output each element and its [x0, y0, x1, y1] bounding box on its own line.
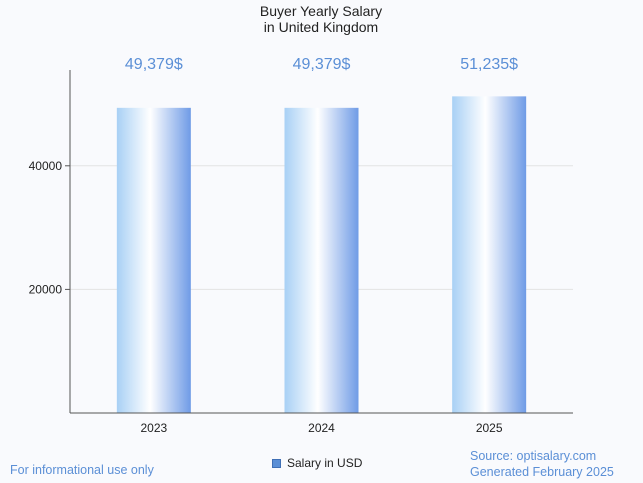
- y-tick-label: 20000: [29, 282, 63, 296]
- bar-2025[interactable]: [452, 96, 527, 414]
- x-tick-label-2023: 2023: [140, 421, 167, 435]
- data-label-2024: 49,379$: [293, 56, 351, 73]
- generated-text: Generated February 2025: [470, 465, 614, 479]
- chart-title-line2: in United Kingdom: [264, 19, 378, 35]
- x-tick-label-2025: 2025: [476, 421, 503, 435]
- source-text: Source: optisalary.com: [470, 449, 597, 463]
- bar-2024[interactable]: [284, 107, 359, 413]
- legend: Salary in USD: [272, 456, 362, 470]
- legend-label: Salary in USD: [287, 456, 363, 470]
- x-tick-label-2024: 2024: [308, 421, 335, 435]
- data-label-2023: 49,379$: [125, 56, 183, 73]
- bar-2023[interactable]: [116, 107, 191, 413]
- legend-swatch: [272, 458, 281, 468]
- source-block: Source: optisalary.com Generated Februar…: [470, 448, 614, 480]
- disclaimer-text: For informational use only: [10, 463, 154, 477]
- data-label-2025: 51,235$: [460, 56, 518, 73]
- y-tick-label: 40000: [29, 159, 63, 173]
- chart-title-line1: Buyer Yearly Salary: [260, 3, 382, 19]
